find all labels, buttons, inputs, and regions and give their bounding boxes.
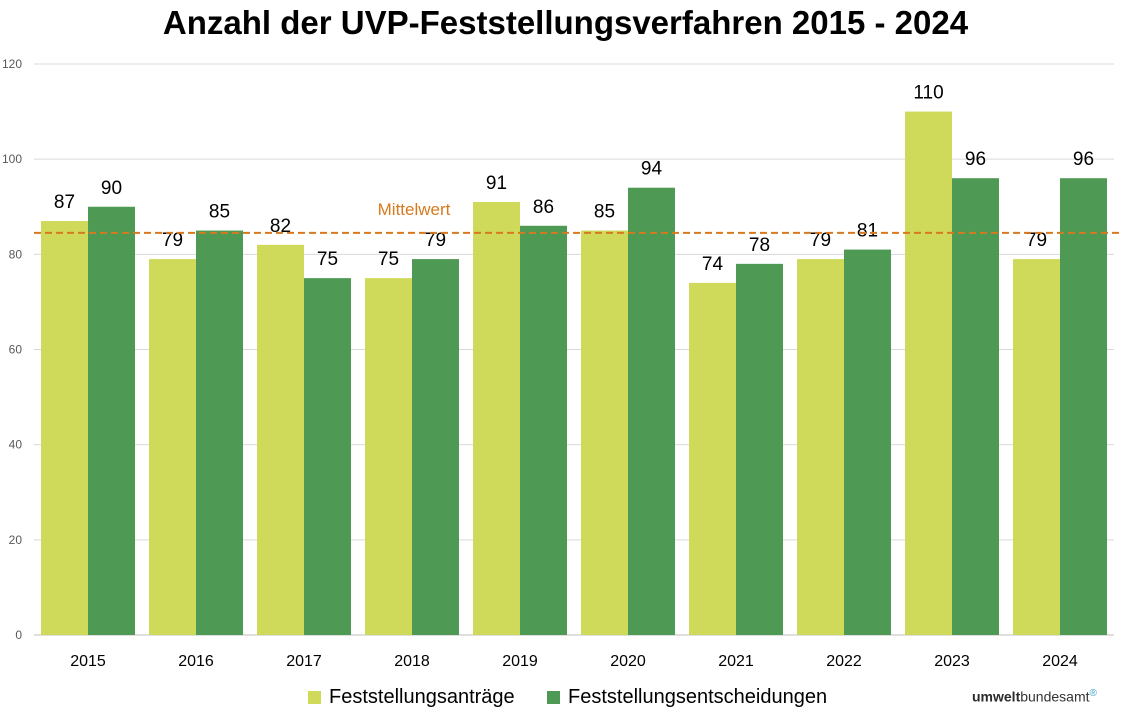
- x-tick-label: 2018: [394, 653, 430, 670]
- data-label: 96: [965, 149, 986, 170]
- chart-title: Anzahl der UVP-Feststellungsverfahren 20…: [162, 4, 969, 41]
- data-label: 85: [209, 202, 230, 223]
- legend-swatch-antraege: [308, 691, 321, 704]
- bar-antraege: [797, 259, 844, 635]
- data-label: 79: [810, 230, 831, 251]
- data-label: 86: [533, 197, 554, 218]
- data-label: 79: [1026, 230, 1047, 251]
- y-tick-label: 60: [9, 343, 23, 357]
- y-tick-label: 80: [9, 247, 23, 261]
- bar-entscheidungen: [520, 225, 567, 636]
- data-label: 85: [594, 202, 615, 223]
- legend-label-entscheidungen: Feststellungsentscheidungen: [568, 686, 828, 708]
- bar-entscheidungen: [1060, 178, 1107, 635]
- x-tick-label: 2024: [1042, 653, 1078, 670]
- x-tick-label: 2015: [70, 653, 106, 670]
- bar-antraege: [149, 259, 196, 635]
- mean-line-label: Mittelwert: [378, 200, 451, 219]
- bar-entscheidungen: [304, 278, 351, 635]
- x-tick-label: 2023: [934, 653, 970, 670]
- data-label: 78: [749, 235, 770, 256]
- legend-swatch-entscheidungen: [547, 691, 560, 704]
- bar-antraege: [257, 244, 304, 636]
- y-tick-label: 40: [9, 438, 23, 452]
- data-label: 94: [641, 159, 663, 180]
- bar-entscheidungen: [628, 187, 675, 635]
- legend-item-entscheidungen: Feststellungsentscheidungen: [547, 686, 827, 709]
- x-tick-label: 2022: [826, 653, 862, 670]
- bar-antraege: [581, 230, 628, 635]
- y-tick-label: 100: [2, 152, 22, 166]
- x-tick-label: 2019: [502, 653, 538, 670]
- y-tick-label: 0: [15, 628, 22, 642]
- data-label: 91: [486, 173, 507, 194]
- data-label: 79: [425, 230, 446, 251]
- bar-antraege: [473, 201, 520, 635]
- umweltbundesamt-logo: umweltbundesamt®: [972, 688, 1097, 705]
- data-label: 82: [270, 216, 291, 237]
- bar-antraege: [365, 278, 412, 635]
- data-label: 79: [162, 230, 183, 251]
- data-label: 96: [1073, 149, 1094, 170]
- legend-label-antraege: Feststellungsanträge: [329, 686, 515, 708]
- bar-chart: 0 20 40 60 80 100 120 87 90 2015 79 85 2016 82 75 2017 7…: [2, 57, 1120, 670]
- data-label: 90: [101, 178, 122, 199]
- x-tick-label: 2020: [610, 653, 646, 670]
- bar-entscheidungen: [736, 263, 783, 635]
- bar-entscheidungen: [412, 259, 459, 635]
- bar-entscheidungen: [88, 206, 135, 635]
- bar-antraege: [41, 221, 88, 635]
- data-label: 110: [913, 83, 943, 104]
- bar-antraege: [905, 111, 952, 636]
- data-label: 74: [702, 254, 724, 275]
- bar-entscheidungen: [844, 249, 891, 635]
- bar-antraege: [1013, 259, 1060, 635]
- x-tick-label: 2016: [178, 653, 214, 670]
- legend-item-antraege: Feststellungsanträge: [308, 686, 515, 709]
- y-tick-label: 120: [2, 57, 22, 71]
- bar-entscheidungen: [196, 230, 243, 635]
- bar-antraege: [689, 282, 736, 635]
- data-label: 81: [857, 221, 878, 242]
- data-label: 75: [317, 249, 338, 270]
- x-tick-label: 2017: [286, 653, 322, 670]
- y-tick-label: 20: [9, 533, 23, 547]
- data-label: 75: [378, 249, 399, 270]
- bar-entscheidungen: [952, 178, 999, 635]
- data-label: 87: [54, 192, 75, 213]
- x-tick-label: 2021: [718, 653, 754, 670]
